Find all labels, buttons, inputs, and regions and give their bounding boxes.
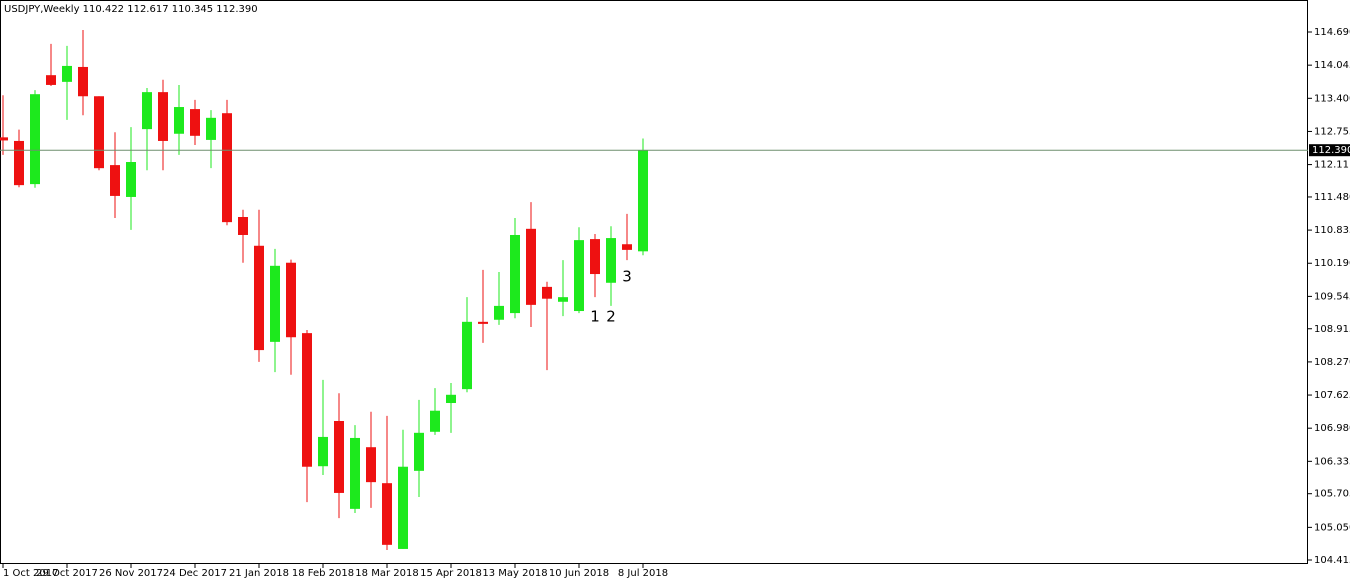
candle-body	[590, 239, 600, 275]
x-tick-label: 18 Feb 2018	[292, 568, 354, 579]
candle-body	[0, 137, 8, 141]
candle-body	[606, 238, 616, 283]
candle-body	[510, 234, 520, 314]
candle-body	[334, 420, 344, 493]
y-tick-label: 113.400	[1314, 93, 1350, 104]
candle-body	[62, 65, 72, 82]
candle-body	[462, 321, 472, 390]
y-tick-label: 104.415	[1314, 555, 1350, 566]
candle-body	[366, 447, 376, 483]
candle-body	[14, 140, 24, 186]
y-tick-label: 111.480	[1314, 192, 1350, 203]
candle-body	[30, 94, 40, 185]
candle-body	[206, 117, 216, 140]
annotation: 1	[590, 308, 600, 326]
price-label: 112.390	[1312, 145, 1350, 156]
y-tick-label: 109.545	[1314, 291, 1350, 302]
y-tick-label: 108.915	[1314, 324, 1350, 335]
candle-body	[382, 483, 392, 545]
candle-body	[638, 150, 648, 252]
candle-body	[350, 437, 360, 509]
y-tick-label: 105.050	[1314, 522, 1350, 533]
candle-body	[558, 297, 568, 302]
y-tick-label: 106.980	[1314, 423, 1350, 434]
x-tick-label: 29 Oct 2017	[36, 568, 98, 579]
candle-body	[286, 262, 296, 338]
candle-body	[142, 92, 152, 130]
candle-body	[574, 240, 584, 312]
y-tick-label: 112.755	[1314, 126, 1350, 137]
x-tick-label: 10 Jun 2018	[549, 568, 609, 579]
candle-body	[110, 165, 120, 196]
y-tick-label: 112.11	[1314, 160, 1349, 171]
x-tick-label: 13 May 2018	[482, 568, 547, 579]
x-tick-label: 8 Jul 2018	[618, 568, 668, 579]
y-tick-label: 105.705	[1314, 489, 1350, 500]
candle-body	[158, 92, 168, 141]
plot-frame	[0, 0, 1308, 564]
candle-body	[318, 436, 328, 467]
chart-header: USDJPY,Weekly 110.422 112.617 110.345 11…	[4, 4, 258, 15]
y-tick-label: 108.270	[1314, 357, 1350, 368]
y-tick-label: 114.690	[1314, 27, 1350, 38]
x-tick-label: 26 Nov 2017	[99, 568, 163, 579]
candle-body	[414, 432, 424, 471]
candle-body	[542, 286, 552, 299]
candle-body	[446, 394, 456, 404]
annotation: 2	[606, 308, 616, 326]
candle-body	[622, 244, 632, 250]
candle-body	[78, 66, 88, 97]
y-tick-label: 110.835	[1314, 225, 1350, 236]
price-label-box	[1309, 144, 1350, 157]
x-tick-label: 1 Oct 2017	[3, 568, 58, 579]
candle-body	[46, 75, 56, 85]
candle-body	[126, 162, 136, 197]
candle-body	[238, 216, 248, 235]
candle-body	[302, 333, 312, 467]
candle-body	[430, 410, 440, 432]
candle-body	[526, 228, 536, 305]
y-tick-label: 114.045	[1314, 60, 1350, 71]
x-tick-label: 21 Jan 2018	[229, 568, 289, 579]
candle-body	[254, 245, 264, 351]
x-tick-label: 24 Dec 2017	[163, 568, 227, 579]
x-tick-label: 18 Mar 2018	[355, 568, 418, 579]
candle-body	[190, 109, 200, 136]
x-tick-label: 15 Apr 2018	[420, 568, 482, 579]
candle-body	[478, 321, 488, 324]
candle-body	[222, 113, 232, 223]
candle-body	[494, 305, 504, 320]
candle-body	[94, 96, 104, 169]
y-tick-label: 110.190	[1314, 258, 1350, 269]
candle-body	[398, 466, 408, 549]
y-tick-label: 107.625	[1314, 390, 1350, 401]
candle-body	[174, 107, 184, 134]
candle-body	[270, 265, 280, 342]
y-tick-label: 106.335	[1314, 456, 1350, 467]
annotation: 3	[622, 268, 632, 286]
